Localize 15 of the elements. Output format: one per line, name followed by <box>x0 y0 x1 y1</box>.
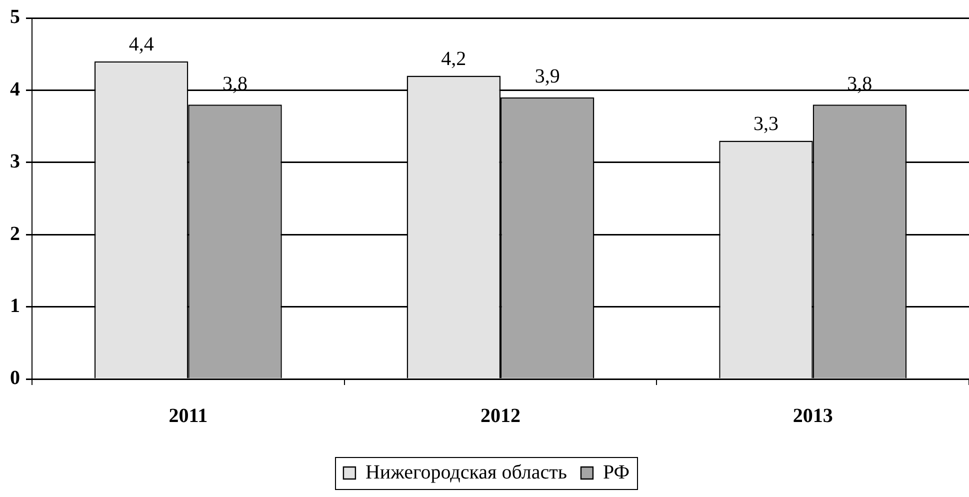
data-label: 4,4 <box>128 34 154 56</box>
data-label: 3,9 <box>534 66 560 88</box>
x-tick-label: 2011 <box>168 405 208 428</box>
data-label: 4,2 <box>441 48 466 70</box>
y-tick-label: 0 <box>10 367 20 390</box>
y-tick-label: 4 <box>10 78 20 100</box>
y-tick-label: 2 <box>10 222 20 245</box>
x-tick-label: 2013 <box>792 405 833 428</box>
y-tick-label: 1 <box>10 294 20 317</box>
y-tick-label: 5 <box>10 6 20 28</box>
data-label: 3,3 <box>753 112 778 135</box>
legend-label: Нижегородская область <box>365 461 567 484</box>
x-tick-label: 2012 <box>480 405 520 428</box>
legend-label: РФ <box>602 461 630 484</box>
y-tick-label: 3 <box>10 150 20 173</box>
